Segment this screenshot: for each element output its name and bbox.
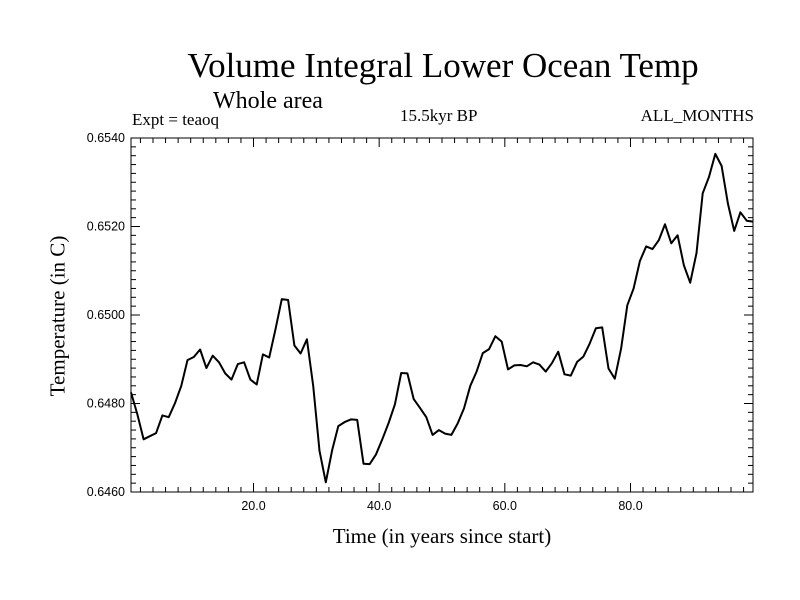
months-label: ALL_MONTHS: [640, 106, 754, 125]
x-tick-label: 80.0: [618, 499, 642, 513]
period-label: 15.5kyr BP: [400, 106, 478, 125]
y-tick-label: 0.6520: [87, 220, 125, 234]
y-tick-label: 0.6460: [87, 485, 125, 499]
chart-title: Volume Integral Lower Ocean Temp: [187, 46, 699, 85]
axis-ticks: [131, 137, 753, 493]
y-tick-label: 0.6500: [87, 308, 125, 322]
chart-subtitle: Whole area: [213, 88, 323, 114]
x-axis-label: Time (in years since start): [332, 524, 552, 548]
tick-labels: 20.0 40.0 60.0 80.0 0.6460 0.6480 0.6500 0.6520…: [87, 131, 643, 513]
x-tick-label: 60.0: [493, 499, 517, 513]
x-tick-label: 40.0: [367, 499, 391, 513]
experiment-label: Expt = teaoq: [132, 110, 220, 129]
x-tick-label: 20.0: [241, 499, 265, 513]
y-tick-label: 0.6480: [87, 397, 125, 411]
y-tick-label: 0.6540: [87, 131, 125, 145]
plot-frame: [130, 137, 754, 493]
series-line: [130, 152, 754, 484]
